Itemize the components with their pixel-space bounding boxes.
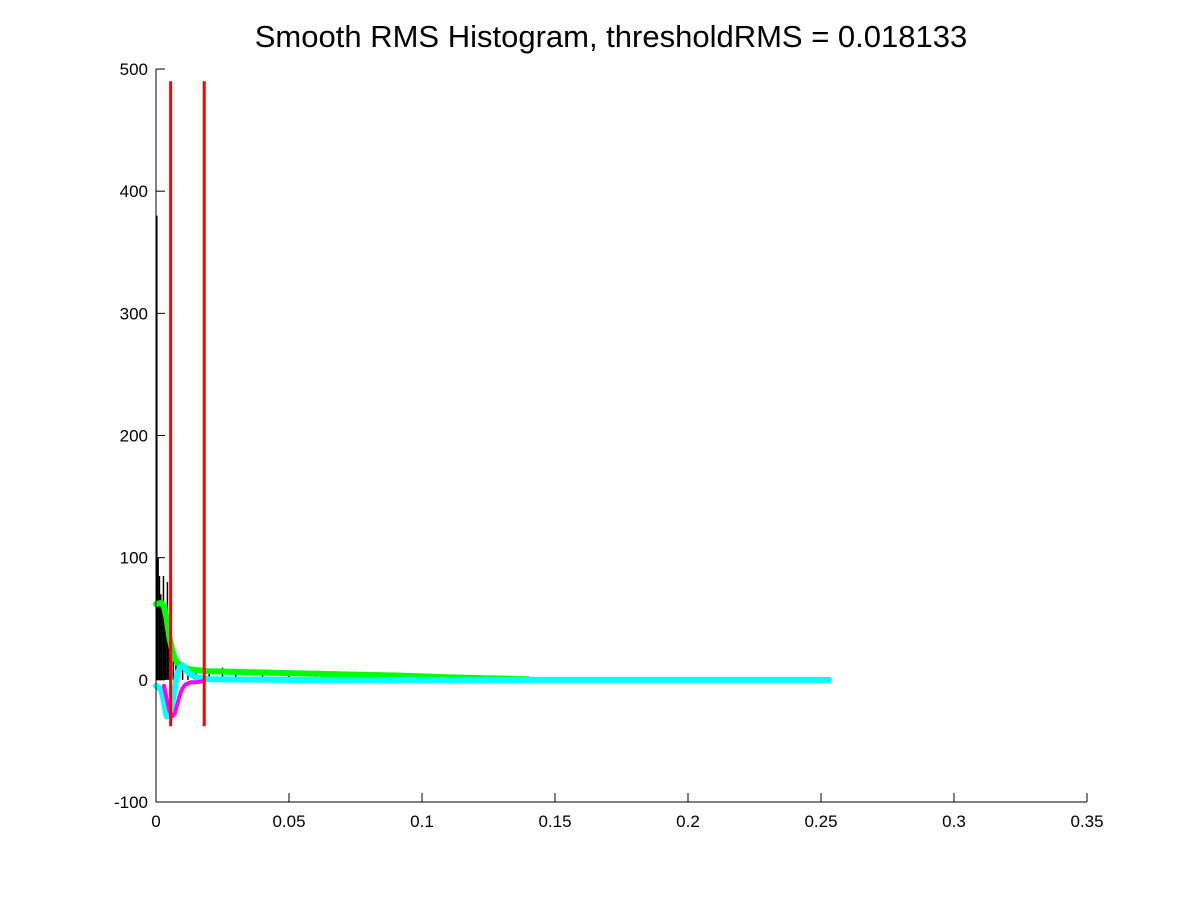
y-tick-label: -100 bbox=[114, 793, 148, 812]
x-tick-label: 0.15 bbox=[538, 812, 571, 831]
x-tick-label: 0 bbox=[151, 812, 160, 831]
y-tick-label: 500 bbox=[120, 60, 148, 79]
x-tick-label: 0.35 bbox=[1070, 812, 1103, 831]
y-tick-label: 400 bbox=[120, 182, 148, 201]
y-tick-label: 300 bbox=[120, 304, 148, 323]
axes: 0 0.05 0.1 0.15 0.2 0.25 0.3 0.35-1000100200300… bbox=[114, 60, 1104, 831]
x-tick-label: 0.25 bbox=[804, 812, 837, 831]
x-tick-label: 0.2 bbox=[676, 812, 700, 831]
y-tick-label: 200 bbox=[120, 427, 148, 446]
y-tick-label: 0 bbox=[139, 671, 148, 690]
x-tick-label: 0.3 bbox=[942, 812, 966, 831]
chart-title: Smooth RMS Histogram, thresholdRMS = 0.0… bbox=[255, 19, 967, 54]
x-tick-label: 0.05 bbox=[272, 812, 305, 831]
plot-area bbox=[153, 81, 832, 727]
first-derivative-line bbox=[153, 662, 832, 720]
x-tick-label: 0.1 bbox=[410, 812, 434, 831]
y-tick-label: 100 bbox=[120, 549, 148, 568]
